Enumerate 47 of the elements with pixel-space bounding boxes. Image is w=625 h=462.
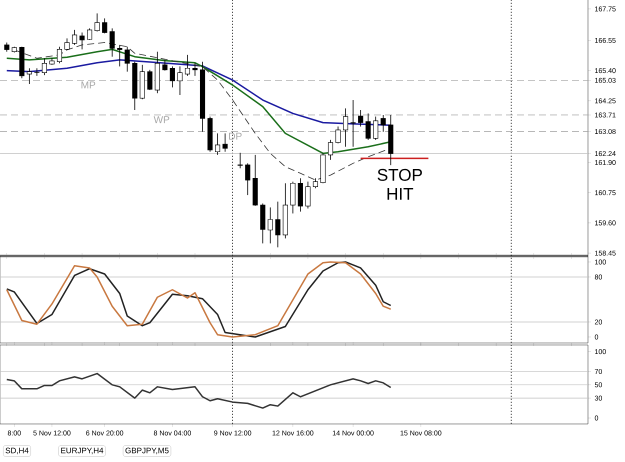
candlestick [177, 66, 182, 96]
candlestick [328, 140, 334, 160]
candlestick [72, 30, 78, 46]
candlestick [117, 44, 122, 67]
candlestick [312, 178, 318, 189]
candlestick [87, 28, 92, 40]
candlestick [94, 12, 100, 32]
candlestick [268, 207, 273, 244]
candlestick [358, 110, 364, 127]
candlestick [56, 46, 62, 64]
candlestick [4, 42, 10, 52]
candlestick [245, 162, 250, 196]
candlestick [64, 38, 70, 50]
candlestick [124, 46, 130, 72]
candlestick [373, 116, 378, 140]
candlestick [184, 54, 190, 76]
candlestick [80, 32, 85, 50]
candlestick [192, 62, 198, 76]
ref-line-label: DP [229, 132, 242, 140]
candlestick [298, 178, 303, 212]
candlestick [215, 132, 220, 156]
text: SD,H4 [6, 448, 29, 454]
candlestick [380, 114, 386, 132]
ref-line-label: WP [154, 116, 170, 124]
candlestick [238, 152, 243, 169]
candlestick [42, 58, 47, 76]
text: EURJPY,H4 [61, 448, 104, 454]
candlestick [34, 68, 40, 76]
candlestick [343, 108, 348, 148]
candlestick [290, 181, 296, 214]
candlestick [222, 132, 228, 152]
line-series [6, 372, 392, 409]
candlestick [350, 100, 356, 148]
text: GBPJPY,M5 [125, 448, 169, 454]
candlestick [147, 69, 152, 90]
candlestick [102, 18, 108, 34]
line-series [6, 261, 392, 338]
candlestick [366, 113, 371, 140]
candlestick [275, 201, 280, 248]
candlestick [162, 59, 168, 72]
candlestick [110, 28, 115, 58]
annotation: STOP HIT [378, 168, 422, 200]
ref-line-label: MP [82, 82, 96, 88]
candlestick [26, 68, 32, 84]
candlestick [170, 66, 175, 88]
candlestick [305, 181, 310, 209]
candlestick [335, 126, 341, 144]
